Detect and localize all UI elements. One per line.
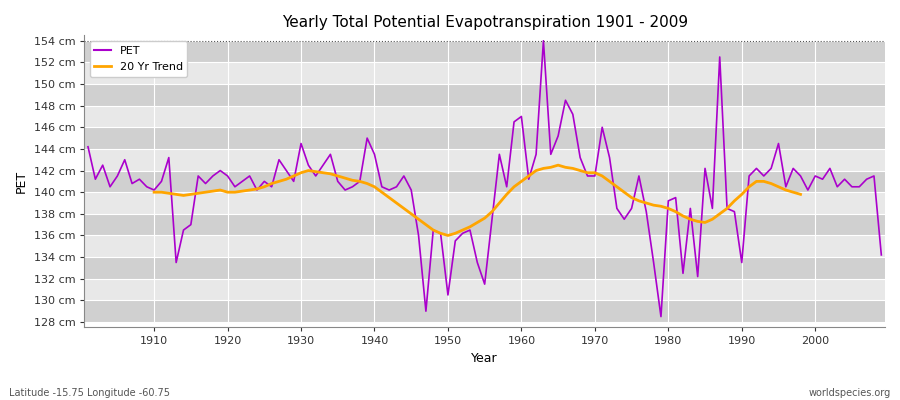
Bar — [85, 127, 885, 149]
Bar — [85, 257, 885, 279]
Bar — [85, 300, 885, 322]
X-axis label: Year: Year — [472, 352, 498, 365]
Bar — [85, 62, 885, 84]
Bar — [85, 279, 885, 300]
Y-axis label: PET: PET — [15, 170, 28, 193]
Bar — [85, 170, 885, 192]
Bar — [85, 41, 885, 62]
Title: Yearly Total Potential Evapotranspiration 1901 - 2009: Yearly Total Potential Evapotranspiratio… — [282, 15, 688, 30]
Legend: PET, 20 Yr Trend: PET, 20 Yr Trend — [90, 41, 187, 77]
Text: Latitude -15.75 Longitude -60.75: Latitude -15.75 Longitude -60.75 — [9, 388, 170, 398]
Bar — [85, 106, 885, 127]
Bar — [85, 214, 885, 236]
Text: worldspecies.org: worldspecies.org — [809, 388, 891, 398]
Bar — [85, 149, 885, 170]
Bar — [85, 84, 885, 106]
Bar — [85, 236, 885, 257]
Bar — [85, 192, 885, 214]
